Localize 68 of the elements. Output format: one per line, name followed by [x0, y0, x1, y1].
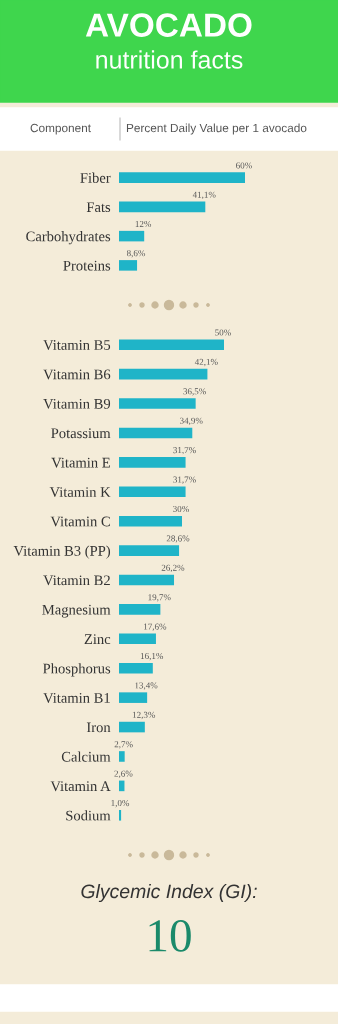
bar [119, 545, 180, 556]
y-tick-label: Sodium [66, 810, 111, 821]
text: 10 [149, 919, 191, 952]
data-label: 1,0% [111, 800, 130, 808]
chart-title: AVOCADO [85, 13, 252, 37]
y-tick-label: Fats [86, 202, 111, 213]
bar [119, 515, 182, 527]
y-tick-label: Phosphorus [43, 663, 111, 677]
y-tick-label: Vitamin B1 [43, 693, 110, 703]
y-tick-label: Iron [86, 722, 111, 733]
y-tick-label: Zinc [84, 634, 111, 645]
chart-subtitle: nutrition facts [96, 50, 243, 69]
data-label: 36,5% [183, 388, 206, 396]
data-label: 17,6% [144, 623, 167, 631]
y-tick-label: Carbohydrates [26, 231, 111, 245]
y-tick-label: Potassium [51, 428, 111, 439]
data-label: 12,3% [132, 711, 156, 720]
bar [119, 201, 206, 213]
bar [119, 486, 186, 498]
data-label: 19,7% [148, 594, 171, 602]
data-label: 34,9% [180, 417, 203, 426]
y-tick-label: Vitamin E [51, 457, 110, 468]
bar [119, 662, 153, 674]
y-tick-label: Fiber [80, 172, 111, 183]
y-tick-label: Vitamin B6 [43, 369, 111, 380]
y-tick-label: Proteins [63, 260, 111, 271]
bar [119, 574, 175, 586]
bar [119, 427, 193, 439]
data-label: 2,6% [114, 770, 133, 778]
bar [119, 260, 138, 271]
text: Percent Daily Value per 1 avocado [126, 123, 307, 135]
data-label: 12% [135, 220, 152, 228]
bar [119, 457, 186, 468]
data-label: 31,7% [173, 447, 196, 455]
data-label: 41,1% [192, 191, 216, 200]
bar [119, 721, 145, 733]
y-tick-label: Vitamin B9 [43, 398, 111, 409]
text: Component [30, 123, 91, 135]
bar [119, 339, 224, 350]
bar [119, 368, 208, 380]
data-label: 60% [236, 162, 252, 169]
y-tick-label: Vitamin C [50, 516, 110, 527]
y-tick-label: Calcium [61, 751, 111, 762]
y-tick-label: Magnesium [42, 604, 111, 618]
bar [119, 692, 148, 703]
y-tick-label: Vitamin B3 (PP) [13, 545, 111, 559]
data-label: 13,4% [135, 682, 158, 690]
bar [119, 604, 161, 615]
bar [119, 633, 156, 645]
y-tick-label: Vitamin B5 [43, 340, 111, 350]
y-tick-label: Vitamin A [50, 781, 111, 792]
data-label: 31,7% [173, 476, 196, 484]
bar [119, 398, 196, 409]
y-tick-label: Vitamin K [49, 487, 111, 498]
data-label: 42,1% [194, 358, 218, 367]
data-label: 50% [215, 329, 231, 336]
data-label: 2,7% [114, 741, 133, 749]
bar [119, 230, 145, 242]
data-label: 30% [173, 505, 189, 513]
data-label: 26,2% [161, 564, 185, 573]
data-label: 16,1% [140, 652, 164, 661]
bar [119, 810, 122, 821]
data-label: 28,6% [166, 535, 190, 543]
text: Glycemic Index (GI): [81, 883, 257, 903]
bar [119, 751, 125, 762]
data-label: 8,6% [126, 250, 146, 258]
y-tick-label: Vitamin B2 [43, 575, 110, 586]
bar [119, 172, 245, 183]
